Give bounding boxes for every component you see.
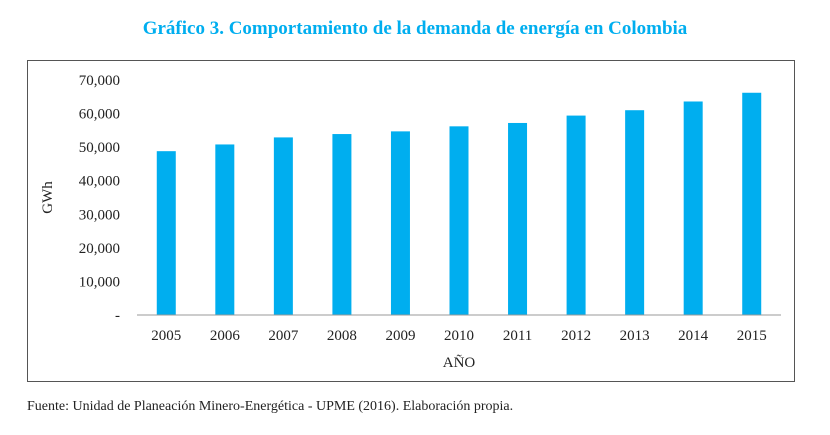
y-tick-label: 40,000 (79, 174, 120, 190)
bar-2008 (332, 134, 352, 315)
y-tick-label: 60,000 (79, 107, 120, 123)
source-note: Fuente: Unidad de Planeación Minero-Ener… (27, 399, 514, 414)
bar-2005 (156, 151, 176, 315)
x-tick-label: 2006 (210, 328, 241, 344)
y-tick-label: 20,000 (79, 241, 120, 257)
x-tick-label: 2013 (620, 328, 650, 344)
x-tick-label: 2014 (678, 328, 709, 344)
bar-2015 (742, 92, 762, 315)
y-tick-label: 50,000 (79, 140, 120, 156)
y-tick-label: - (115, 308, 120, 324)
bar-2007 (273, 137, 293, 315)
bar-2012 (566, 115, 586, 315)
y-tick-label: 70,000 (79, 73, 120, 89)
x-tick-label: 2010 (444, 328, 474, 344)
x-tick-label: 2015 (737, 328, 767, 344)
chart-frame (27, 60, 795, 382)
x-axis-title: AÑO (443, 355, 476, 371)
y-tick-label: 10,000 (79, 274, 120, 290)
bar-2010 (449, 126, 469, 315)
y-axis-title: GWh (40, 181, 56, 214)
bar-2013 (625, 110, 645, 315)
bar-2011 (508, 122, 528, 315)
bar-2014 (683, 101, 703, 315)
bar-2009 (390, 131, 410, 315)
x-tick-label: 2012 (561, 328, 591, 344)
x-tick-label: 2009 (385, 328, 415, 344)
y-tick-label: 30,000 (79, 207, 120, 223)
bars (156, 92, 762, 315)
x-axis-ticks: 2005 2006 2007 2008 2009 2010 2011 2012 2013 2014… (151, 328, 766, 344)
y-axis-ticks: - 10,000 20,000 30,000 40,000 50,000 60,000 70,… (79, 73, 120, 324)
x-tick-label: 2005 (151, 328, 181, 344)
x-tick-label: 2011 (503, 328, 532, 344)
x-tick-label: 2008 (327, 328, 357, 344)
x-tick-label: 2007 (268, 328, 299, 344)
bar-2006 (215, 144, 235, 315)
chart-title: Gráfico 3. Comportamiento de la demanda … (142, 18, 688, 39)
